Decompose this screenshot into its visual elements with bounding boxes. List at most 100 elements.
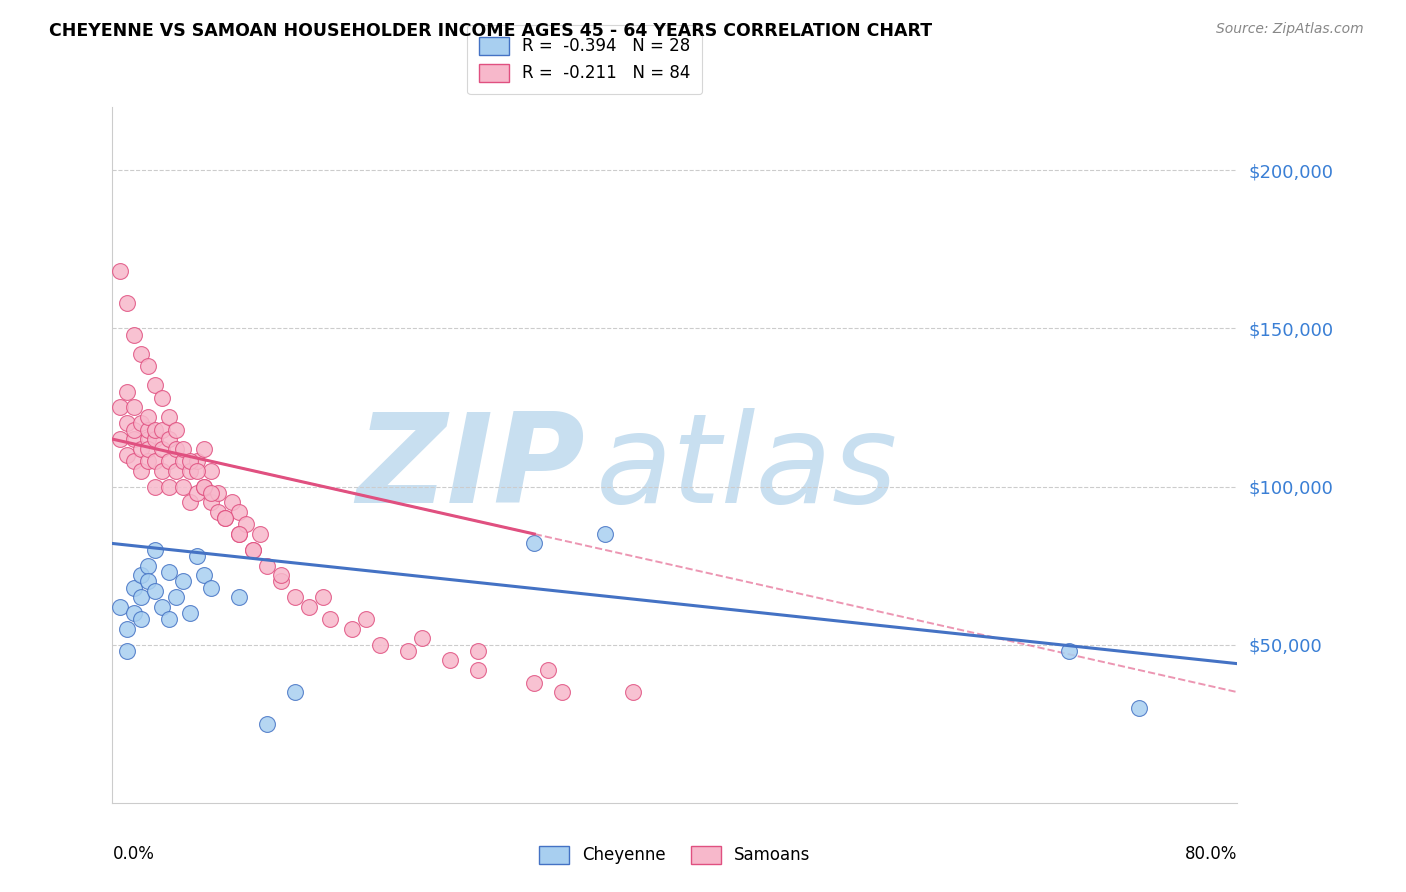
Point (551, 685, 574, 699)
Point (136, 359, 159, 374)
Point (319, 612, 342, 626)
Point (115, 448, 138, 462)
Point (172, 574, 194, 589)
Point (270, 574, 292, 589)
Point (368, 638, 391, 652)
Point (157, 479, 180, 493)
Point (214, 511, 236, 525)
Point (108, 401, 131, 415)
Point (122, 327, 145, 342)
Point (115, 622, 138, 636)
Point (200, 581, 222, 595)
Point (242, 542, 264, 557)
Point (129, 417, 152, 431)
Point (411, 632, 433, 646)
Text: 0.0%: 0.0% (112, 845, 155, 863)
Point (143, 432, 166, 446)
Point (523, 536, 546, 550)
Point (179, 606, 201, 620)
Point (354, 612, 377, 626)
Point (221, 495, 243, 509)
Point (228, 527, 250, 541)
Point (165, 423, 187, 437)
Point (1128, 701, 1150, 715)
Legend: Cheyenne, Samoans: Cheyenne, Samoans (533, 839, 817, 871)
Point (214, 511, 236, 525)
Point (129, 612, 152, 626)
Point (115, 644, 138, 658)
Point (593, 527, 616, 541)
Point (115, 384, 138, 399)
Text: Source: ZipAtlas.com: Source: ZipAtlas.com (1216, 22, 1364, 37)
Point (143, 378, 166, 392)
Point (186, 454, 208, 468)
Point (467, 644, 489, 658)
Point (193, 568, 215, 582)
Point (242, 542, 264, 557)
Text: 80.0%: 80.0% (1185, 845, 1237, 863)
Point (200, 464, 222, 478)
Point (235, 517, 257, 532)
Point (136, 423, 159, 437)
Point (186, 464, 208, 478)
Point (186, 549, 208, 563)
Point (122, 401, 145, 415)
Point (150, 464, 173, 478)
Text: CHEYENNE VS SAMOAN HOUSEHOLDER INCOME AGES 45 - 64 YEARS CORRELATION CHART: CHEYENNE VS SAMOAN HOUSEHOLDER INCOME AG… (49, 22, 932, 40)
Point (136, 442, 159, 456)
Point (186, 486, 208, 500)
Point (115, 417, 138, 431)
Point (172, 442, 194, 456)
Point (136, 409, 159, 424)
Point (228, 505, 250, 519)
Point (150, 423, 173, 437)
Point (256, 558, 278, 573)
Point (129, 442, 152, 456)
Point (172, 479, 194, 493)
Point (179, 454, 201, 468)
Point (207, 486, 229, 500)
Point (136, 432, 159, 446)
Point (179, 464, 201, 478)
Point (122, 432, 145, 446)
Point (143, 423, 166, 437)
Point (179, 495, 201, 509)
Point (157, 409, 180, 424)
Point (157, 565, 180, 579)
Point (157, 432, 180, 446)
Point (165, 591, 187, 605)
Point (284, 685, 307, 699)
Point (340, 622, 363, 636)
Point (228, 527, 250, 541)
Point (537, 663, 560, 677)
Point (165, 464, 187, 478)
Point (228, 591, 250, 605)
Point (129, 568, 152, 582)
Point (298, 599, 321, 614)
Point (270, 568, 292, 582)
Point (143, 583, 166, 598)
Point (143, 479, 166, 493)
Point (143, 542, 166, 557)
Point (157, 454, 180, 468)
Point (136, 558, 159, 573)
Point (200, 486, 222, 500)
Point (207, 505, 229, 519)
Point (122, 581, 145, 595)
Point (136, 574, 159, 589)
Point (129, 591, 152, 605)
Point (312, 591, 335, 605)
Text: atlas: atlas (596, 409, 898, 529)
Point (157, 612, 180, 626)
Point (249, 527, 271, 541)
Point (193, 442, 215, 456)
Point (200, 495, 222, 509)
Point (193, 479, 215, 493)
Point (256, 716, 278, 731)
Text: ZIP: ZIP (356, 409, 585, 529)
Point (108, 264, 131, 278)
Point (136, 454, 159, 468)
Point (396, 644, 419, 658)
Point (165, 442, 187, 456)
Point (143, 454, 166, 468)
